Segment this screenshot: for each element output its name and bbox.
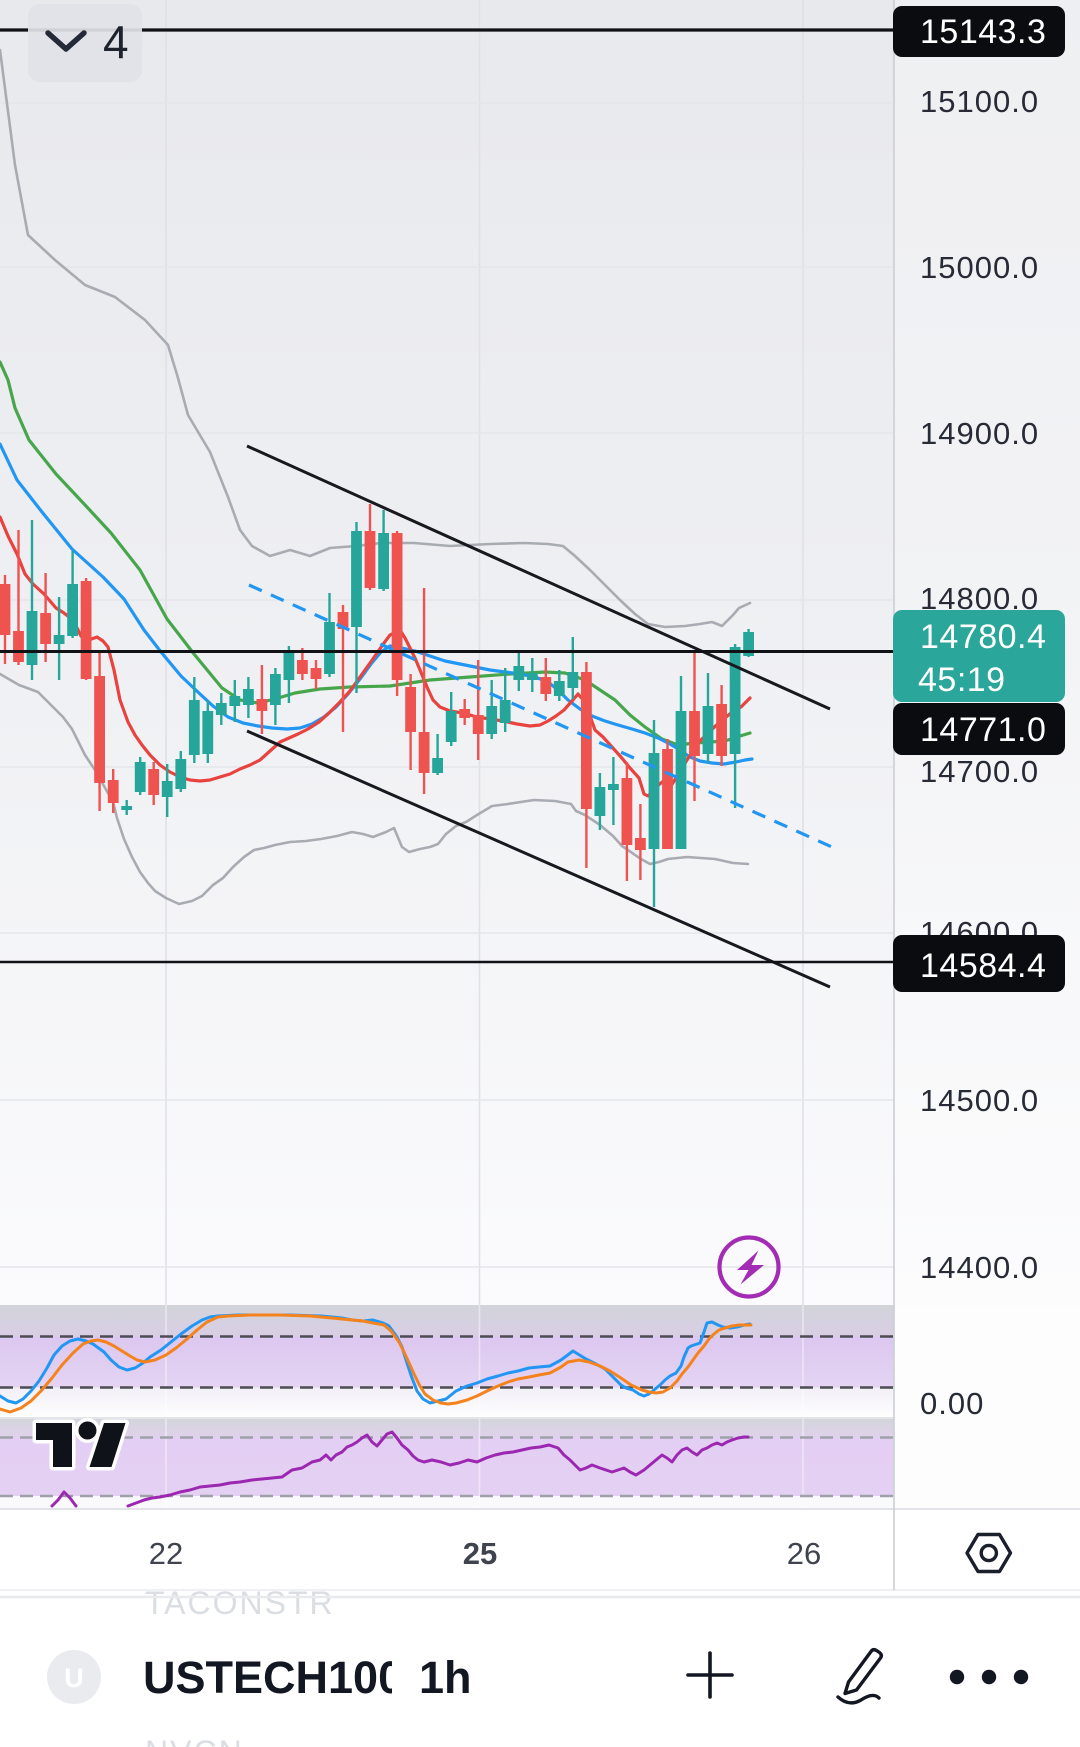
svg-text:25: 25: [463, 1536, 497, 1571]
svg-text:15000.0: 15000.0: [920, 250, 1039, 285]
svg-text:14500.0: 14500.0: [920, 1083, 1039, 1118]
svg-text:1h: 1h: [419, 1652, 472, 1703]
svg-text:TACONSTR: TACONSTR: [145, 1585, 335, 1621]
svg-text:14771.0: 14771.0: [920, 711, 1046, 749]
svg-text:USTECH100: USTECH100: [143, 1652, 403, 1703]
svg-text:15143.3: 15143.3: [920, 13, 1046, 51]
svg-text:14400.0: 14400.0: [920, 1250, 1039, 1285]
svg-text:4: 4: [103, 16, 129, 68]
svg-text:0.00: 0.00: [920, 1386, 984, 1421]
svg-text:NVCN: NVCN: [145, 1734, 244, 1747]
svg-text:26: 26: [787, 1536, 821, 1571]
svg-text:22: 22: [149, 1536, 183, 1571]
svg-text:U: U: [64, 1663, 84, 1693]
svg-text:14584.4: 14584.4: [920, 947, 1046, 985]
svg-text:15100.0: 15100.0: [920, 84, 1039, 119]
svg-text:45:19: 45:19: [918, 661, 1006, 699]
svg-text:14900.0: 14900.0: [920, 416, 1039, 451]
svg-text:14700.0: 14700.0: [920, 754, 1039, 789]
svg-text:14780.4: 14780.4: [920, 618, 1046, 656]
